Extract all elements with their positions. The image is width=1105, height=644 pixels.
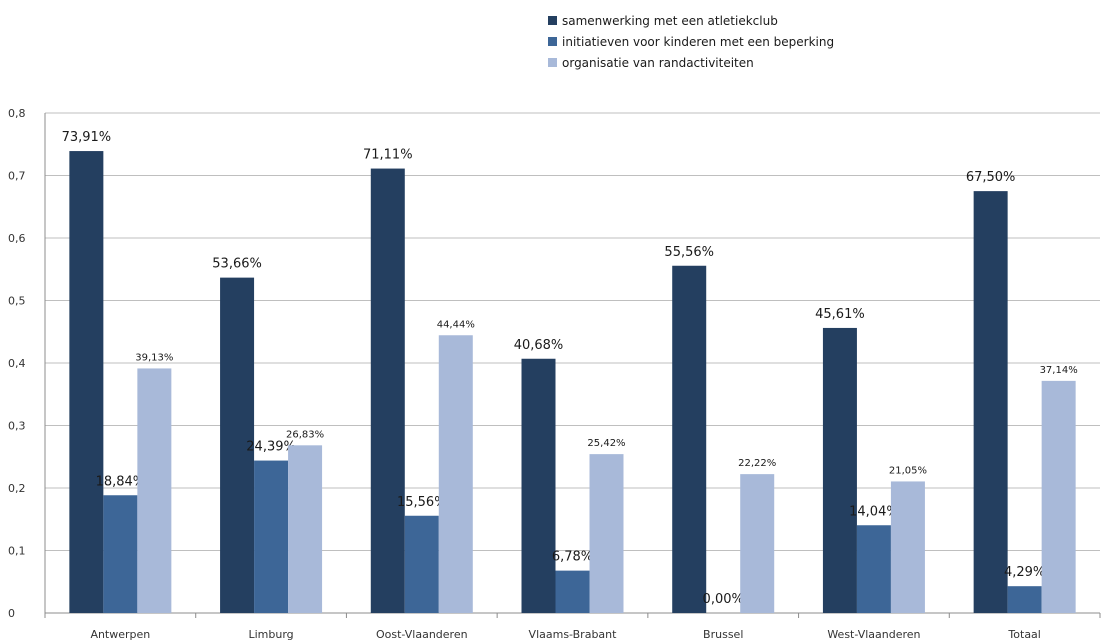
legend: samenwerking met een atletiekclub initia… [548,10,834,73]
bar-series-1 [973,191,1008,613]
y-tick-label: 0,3 [8,420,26,433]
y-tick-label: 0,8 [8,107,26,120]
legend-item: initiatieven voor kinderen met een beper… [548,31,834,52]
y-tick-label: 0,6 [8,232,26,245]
x-tick-label: Totaal [1007,628,1040,641]
data-label: 53,66% [212,257,262,272]
legend-label-3: organisatie van randactiviteiten [562,55,754,70]
bar-series-3 [589,454,624,613]
bar-series-1 [822,327,857,613]
x-tick-label: Antwerpen [90,628,150,641]
data-label: 6,78% [552,550,593,565]
legend-label-1: samenwerking met een atletiekclub [562,13,778,28]
y-tick-label: 0,1 [8,545,26,558]
legend-swatch-3 [548,58,557,67]
bar-series-2 [404,515,439,613]
bar-series-3 [137,368,172,613]
y-tick-label: 0 [8,607,15,620]
x-tick-label: Oost-Vlaanderen [376,628,468,641]
legend-swatch-1 [548,16,557,25]
bar-series-3 [1041,380,1076,613]
data-label: 55,56% [664,245,714,260]
bar-series-2 [555,570,590,613]
legend-item: organisatie van randactiviteiten [548,52,834,73]
bar-series-3 [438,335,473,613]
y-tick-label: 0,4 [8,357,26,370]
bar-series-2 [856,525,891,613]
data-label: 14,04% [849,504,899,519]
data-label: 22,22% [738,458,776,469]
data-label: 24,39% [246,440,296,455]
y-tick-label: 0,7 [8,170,26,183]
data-label: 21,05% [889,465,927,476]
data-label: 39,13% [135,352,173,363]
x-tick-label: Brussel [703,628,743,641]
data-label: 4,29% [1004,565,1045,580]
legend-item: samenwerking met een atletiekclub [548,10,834,31]
x-tick-label: Limburg [248,628,293,641]
data-label: 45,61% [815,307,865,322]
bar-series-1 [220,277,255,613]
bar-series-3 [890,481,925,613]
data-label: 71,11% [363,148,413,163]
data-label: 26,83% [286,429,324,440]
bar-series-1 [69,151,104,613]
bar-series-3 [740,474,775,613]
y-tick-label: 0,5 [8,295,26,308]
bar-series-2 [1007,586,1042,613]
bar-series-1 [370,168,405,613]
data-label: 40,68% [514,338,564,353]
data-label: 0,00% [703,592,744,607]
bar-series-1 [521,358,556,613]
y-tick-label: 0,2 [8,482,26,495]
legend-label-2: initiatieven voor kinderen met een beper… [562,34,835,49]
x-tick-label: Vlaams-Brabant [529,628,618,641]
x-tick-label: West-Vlaanderen [827,628,920,641]
data-label: 25,42% [587,438,625,449]
data-label: 37,14% [1040,365,1078,376]
data-label: 67,50% [966,170,1016,185]
bar-series-3 [288,445,323,613]
bar-series-2 [254,460,289,613]
bar-series-1 [672,265,707,613]
data-label: 73,91% [62,130,112,145]
data-label: 15,56% [397,495,447,510]
data-label: 18,84% [96,474,146,489]
legend-swatch-2 [548,37,557,46]
data-label: 44,44% [437,319,475,330]
bar-series-2 [103,495,138,613]
